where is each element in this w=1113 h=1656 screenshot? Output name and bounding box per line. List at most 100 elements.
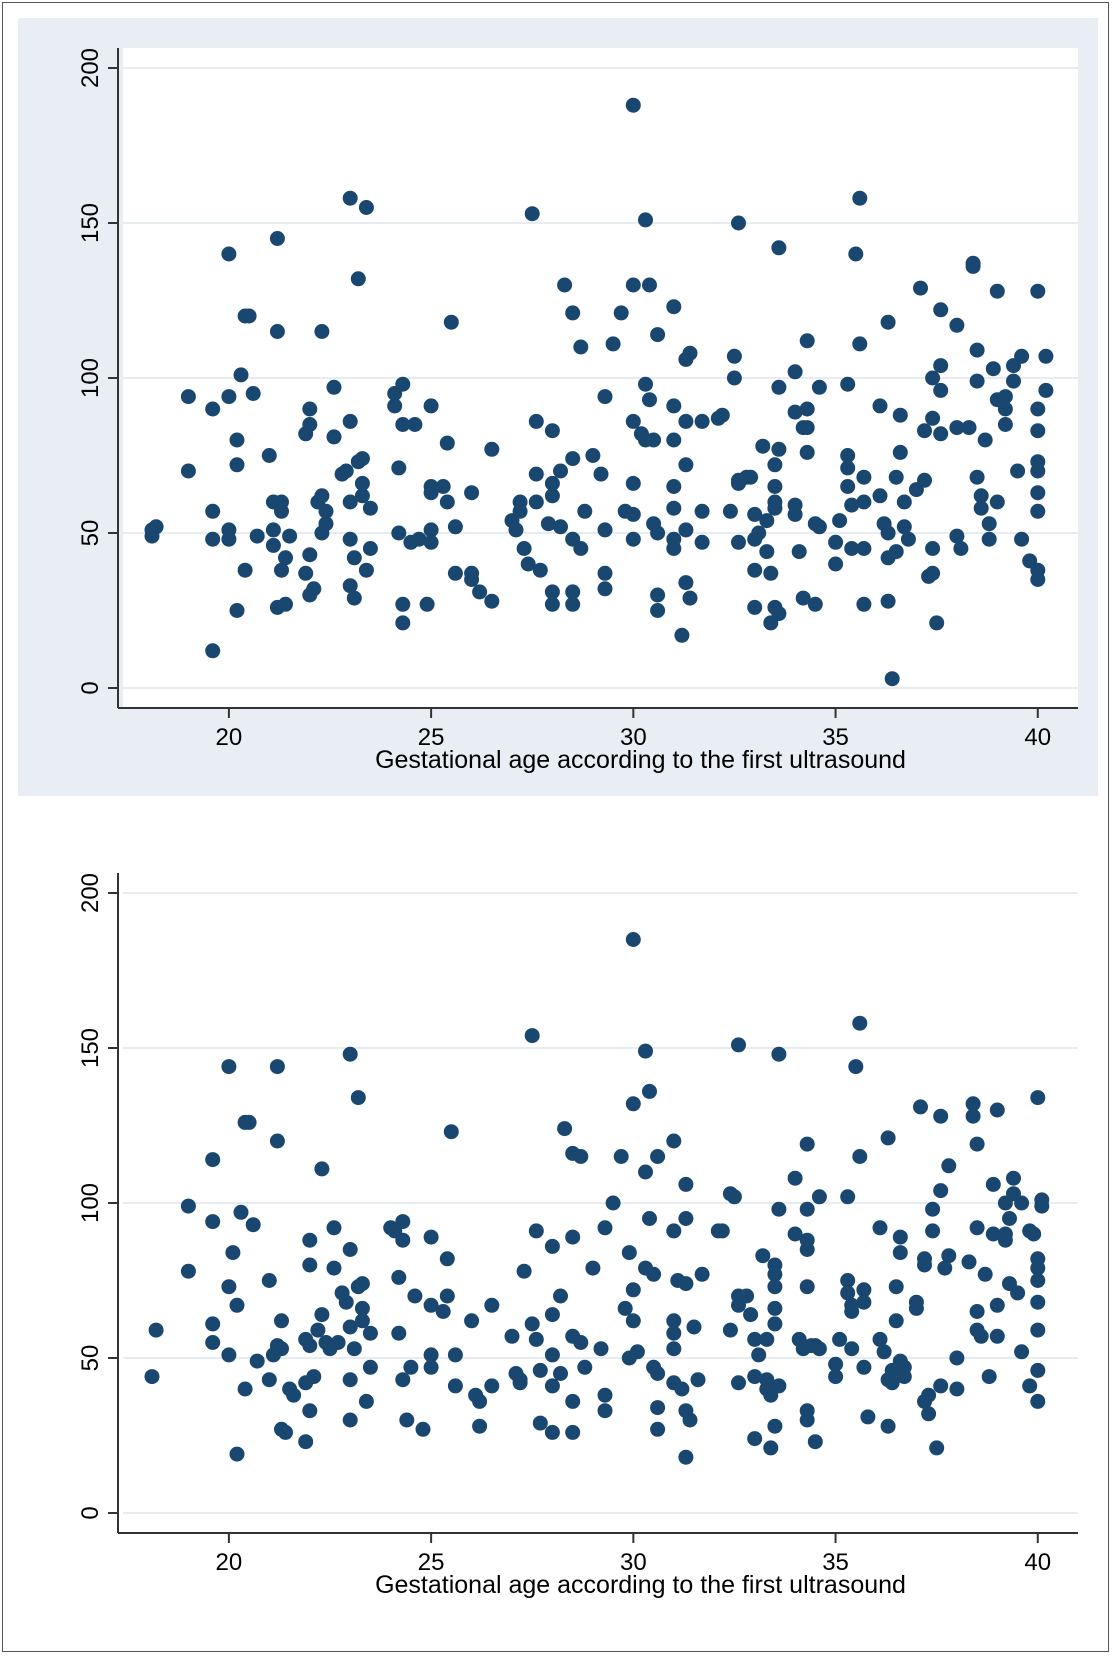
- data-point: [362, 1359, 378, 1375]
- data-point: [888, 544, 904, 560]
- data-point: [1030, 572, 1046, 587]
- data-point: [362, 1325, 378, 1341]
- data-point: [848, 246, 864, 262]
- data-point: [925, 410, 941, 426]
- data-point: [342, 494, 358, 510]
- data-point: [346, 1341, 362, 1357]
- data-point: [888, 1313, 904, 1329]
- data-point: [799, 1412, 815, 1428]
- data-point: [387, 398, 403, 414]
- data-point: [625, 1282, 641, 1298]
- data-point: [917, 423, 932, 439]
- data-point: [856, 1294, 872, 1310]
- data-point: [484, 593, 500, 609]
- data-point: [565, 596, 581, 612]
- data-point: [925, 1223, 941, 1239]
- data-point: [921, 1387, 937, 1403]
- data-point: [840, 1189, 856, 1205]
- data-point: [302, 1338, 318, 1354]
- data-point: [638, 1164, 653, 1180]
- data-point: [807, 1434, 823, 1450]
- data-point: [799, 444, 815, 460]
- data-point: [342, 1372, 358, 1388]
- data-point: [856, 596, 872, 612]
- data-point: [484, 441, 500, 457]
- data-point: [646, 432, 662, 448]
- data-point: [423, 1297, 439, 1313]
- data-point: [759, 544, 775, 560]
- data-point: [763, 565, 779, 581]
- data-point: [678, 1176, 694, 1192]
- data-point: [205, 1152, 221, 1168]
- data-point: [274, 1313, 289, 1329]
- data-point: [799, 401, 815, 417]
- data-point: [888, 469, 904, 485]
- data-point: [565, 1424, 581, 1440]
- data-point: [856, 1359, 872, 1375]
- data-point: [977, 432, 993, 448]
- data-point: [1030, 1273, 1046, 1288]
- data-point: [949, 317, 965, 333]
- data-point: [896, 1359, 912, 1375]
- data-point: [674, 1381, 690, 1397]
- data-point: [892, 407, 908, 423]
- data-point: [274, 562, 289, 578]
- data-point: [933, 1183, 949, 1199]
- data-point: [342, 1319, 358, 1335]
- data-point: [840, 1285, 856, 1301]
- data-point: [573, 541, 589, 556]
- data-point: [941, 1248, 957, 1264]
- data-point: [852, 336, 868, 352]
- data-point: [597, 1403, 613, 1419]
- y-tick-label: 200: [77, 48, 104, 88]
- data-point: [423, 1229, 439, 1245]
- data-point: [985, 361, 1001, 377]
- data-point: [787, 364, 803, 380]
- data-point: [811, 1189, 827, 1205]
- data-point: [205, 1214, 221, 1230]
- data-point: [233, 367, 249, 383]
- data-point: [423, 1347, 439, 1363]
- data-point: [666, 1133, 682, 1149]
- data-point: [771, 1046, 787, 1062]
- data-point: [726, 1189, 742, 1205]
- data-point: [423, 398, 439, 414]
- y-tick-label: 200: [77, 873, 104, 913]
- data-point: [747, 1331, 763, 1347]
- data-point: [731, 1037, 746, 1053]
- data-point: [249, 528, 265, 544]
- data-point: [949, 420, 965, 436]
- data-point: [1034, 1198, 1050, 1214]
- data-point: [666, 299, 682, 315]
- data-point: [532, 562, 548, 578]
- data-point: [678, 1211, 694, 1226]
- data-point: [743, 1307, 759, 1323]
- data-point: [642, 392, 657, 408]
- data-point: [597, 565, 613, 581]
- data-point: [605, 1195, 621, 1211]
- data-point: [989, 283, 1005, 299]
- data-point: [852, 1015, 868, 1031]
- data-point: [524, 206, 540, 222]
- data-point: [840, 1273, 856, 1288]
- y-tick-label: 100: [77, 358, 104, 398]
- data-point: [443, 314, 459, 330]
- data-point: [1014, 348, 1030, 364]
- data-point: [787, 404, 803, 420]
- data-point: [1030, 1090, 1046, 1106]
- data-point: [828, 1369, 844, 1385]
- data-point: [342, 578, 358, 594]
- data-point: [229, 603, 245, 618]
- x-tick-label: 30: [620, 1549, 647, 1576]
- data-point: [759, 513, 775, 529]
- data-point: [528, 494, 544, 510]
- data-point: [852, 190, 868, 206]
- data-point: [900, 531, 916, 547]
- chart-panel-top: 0 50 100 150 200 20 25 30 35 40 Gestational age ac…: [18, 18, 1098, 796]
- data-point: [666, 1341, 682, 1357]
- data-point: [298, 565, 314, 581]
- data-point: [763, 1440, 779, 1456]
- y-tick-label: 0: [77, 1506, 104, 1519]
- data-point: [973, 500, 989, 516]
- data-point: [613, 305, 629, 321]
